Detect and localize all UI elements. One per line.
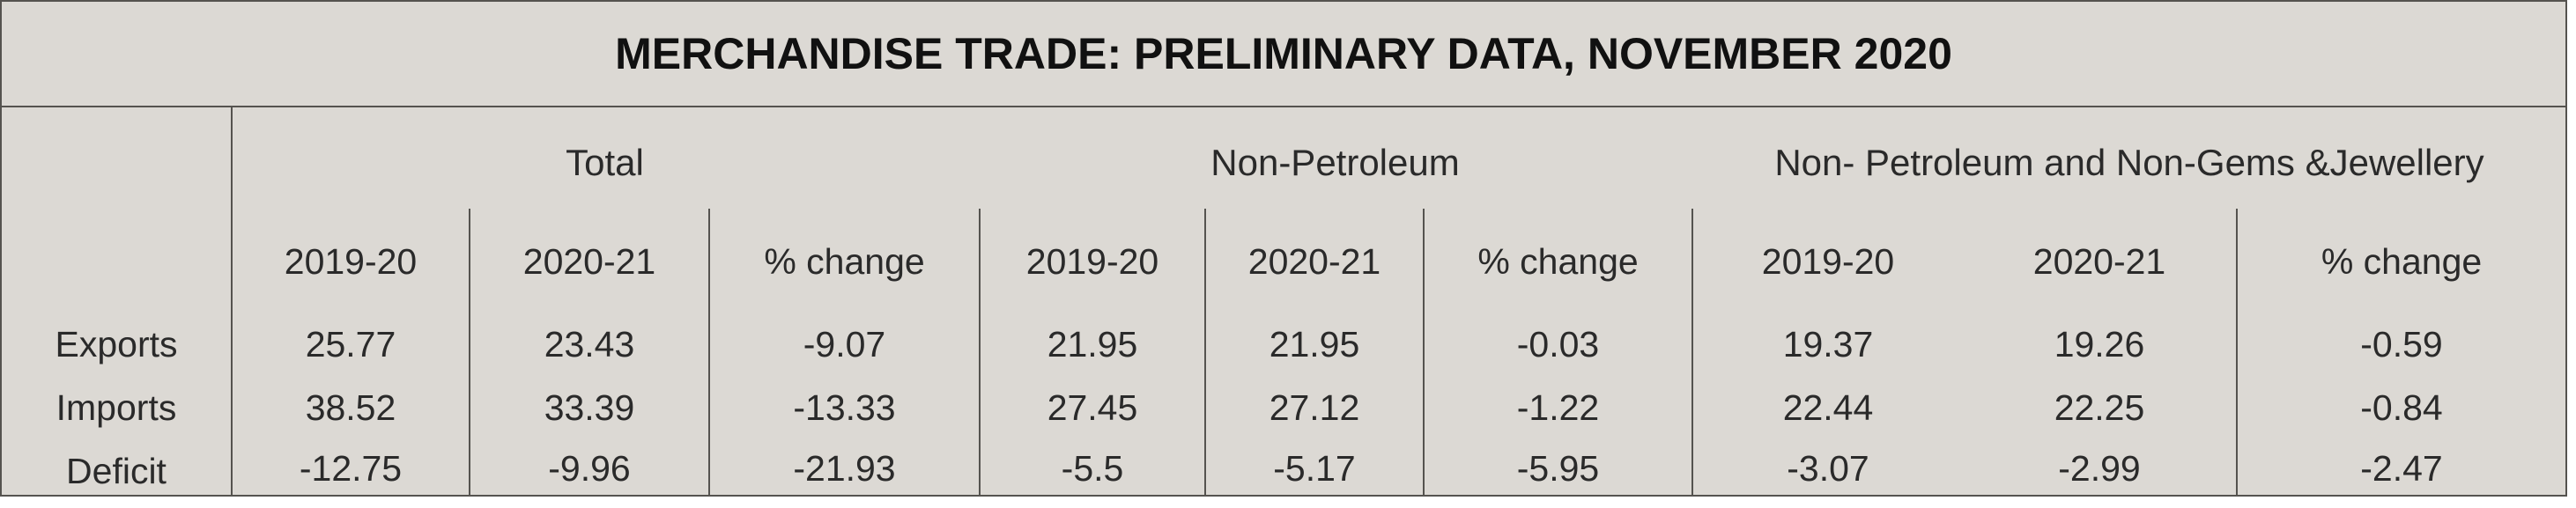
subheader: 2019-20: [284, 240, 418, 282]
subheader: 2020-21: [2032, 240, 2166, 282]
title-row: MERCHANDISE TRADE: PRELIMINARY DATA, NOV…: [2, 2, 2565, 107]
group-header-total: Total: [566, 142, 644, 183]
row-label-separator: [231, 106, 233, 497]
table-cell: 27.45: [1047, 387, 1138, 428]
subheader: 2020-21: [522, 240, 656, 282]
table-cell: 19.26: [2054, 323, 2145, 364]
row-label-deficit: Deficit: [66, 450, 167, 491]
column-separator: [1204, 209, 1206, 497]
table-cell: -9.07: [803, 323, 886, 364]
table-cell: 25.77: [305, 323, 396, 364]
table-cell: -9.96: [548, 447, 631, 489]
subheader: % change: [2321, 240, 2483, 282]
column-separator: [2236, 209, 2238, 497]
column-separator: [1691, 209, 1693, 497]
table-cell: -2.99: [2058, 447, 2141, 489]
table-title: MERCHANDISE TRADE: PRELIMINARY DATA, NOV…: [615, 29, 1952, 78]
trade-table: MERCHANDISE TRADE: PRELIMINARY DATA, NOV…: [0, 0, 2567, 497]
table-cell: -13.33: [793, 387, 896, 428]
table-cell: -3.07: [1787, 447, 1869, 489]
table-cell: -5.5: [1061, 447, 1124, 489]
subheader: 2019-20: [1025, 240, 1159, 282]
table-cell: -5.17: [1273, 447, 1356, 489]
table-cell: 33.39: [544, 387, 635, 428]
table-cell: 19.37: [1782, 323, 1874, 364]
table-cell: -1.22: [1516, 387, 1600, 428]
column-separator: [979, 209, 981, 497]
table-cell: 21.95: [1269, 323, 1360, 364]
row-label-exports: Exports: [55, 323, 178, 364]
table-cell: -21.93: [793, 447, 896, 489]
row-label-imports: Imports: [56, 387, 177, 428]
group-header-non-petroleum-non-gems: Non- Petroleum and Non-Gems &Jewellery: [1774, 142, 2484, 183]
subheader: 2020-21: [1247, 240, 1381, 282]
table-cell: -0.59: [2360, 323, 2443, 364]
table-cell: 23.43: [544, 323, 635, 364]
table-cell: -12.75: [299, 447, 403, 489]
table-cell: 22.44: [1782, 387, 1874, 428]
table-cell: 38.52: [305, 387, 396, 428]
group-header-non-petroleum: Non-Petroleum: [1210, 142, 1460, 183]
table-cell: 22.25: [2054, 387, 2145, 428]
subheader: 2019-20: [1761, 240, 1895, 282]
table-cell: 21.95: [1047, 323, 1138, 364]
table-cell: 27.12: [1269, 387, 1360, 428]
table-cell: -2.47: [2360, 447, 2443, 489]
column-separator: [708, 209, 710, 497]
subheader: % change: [1477, 240, 1639, 282]
column-separator: [469, 209, 470, 497]
table-cell: -0.84: [2360, 387, 2443, 428]
table-cell: -5.95: [1516, 447, 1600, 489]
table-cell: -0.03: [1516, 323, 1600, 364]
subheader: % change: [764, 240, 925, 282]
column-separator: [1423, 209, 1425, 497]
